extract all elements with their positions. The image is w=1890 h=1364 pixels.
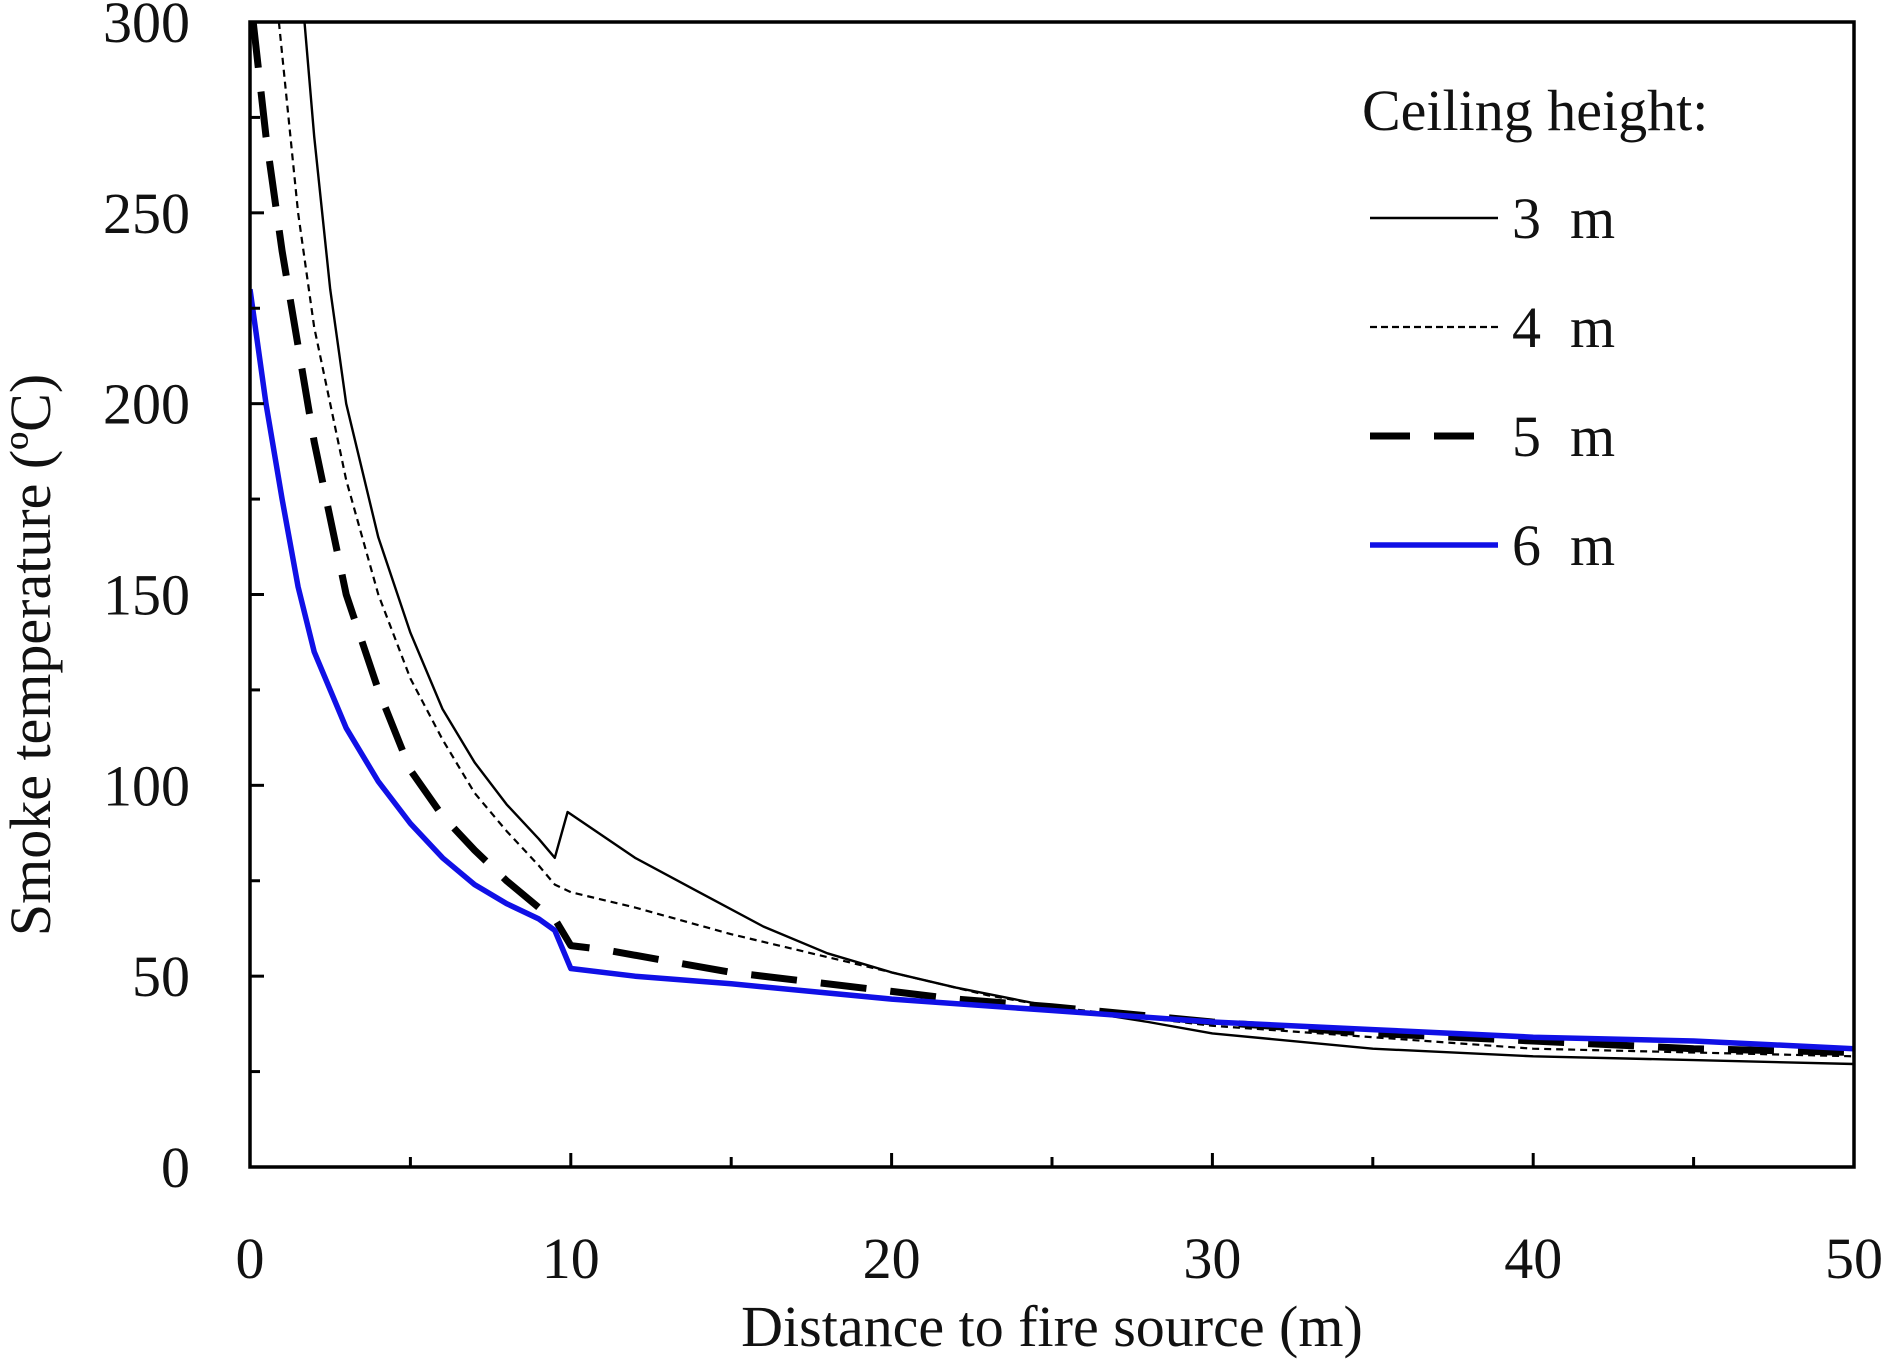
x-axis-label: Distance to fire source (m)	[741, 1294, 1363, 1359]
y-tick-label: 0	[161, 1135, 190, 1200]
x-tick-label: 40	[1504, 1226, 1562, 1291]
series-line-2	[277, 22, 1854, 1058]
x-tick-label: 0	[236, 1226, 265, 1291]
x-tick-label: 20	[863, 1226, 921, 1291]
legend-label-3: 5 m	[1512, 404, 1615, 469]
x-tick-label: 50	[1825, 1226, 1883, 1291]
y-tick-label: 100	[103, 753, 190, 818]
y-axis-label: Smoke temperature (ºC)	[0, 374, 63, 936]
x-tick-label: 10	[542, 1226, 600, 1291]
y-tick-label: 150	[103, 563, 190, 628]
legend: Ceiling height: 3 m 4 m 5 m 6 m	[1362, 78, 1708, 578]
y-tick-label: 250	[103, 181, 190, 246]
y-tick-label: 50	[132, 944, 190, 1009]
legend-label-1: 3 m	[1512, 186, 1615, 251]
legend-label-4: 6 m	[1512, 513, 1615, 578]
x-tick-label: 30	[1183, 1226, 1241, 1291]
series-line-1	[303, 22, 1854, 1066]
series-line-4	[250, 288, 1854, 1052]
y-tick-label: 200	[103, 372, 190, 437]
y-tick-label: 300	[103, 0, 190, 55]
legend-label-2: 4 m	[1512, 295, 1615, 360]
legend-title: Ceiling height:	[1362, 78, 1708, 143]
